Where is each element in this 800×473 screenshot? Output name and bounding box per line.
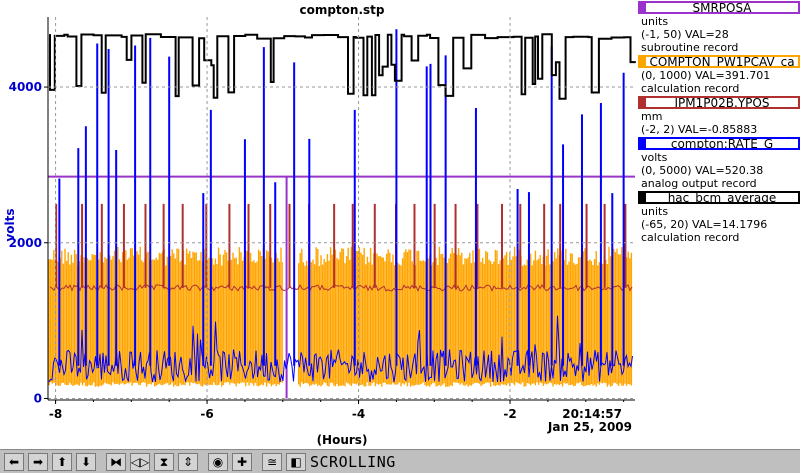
axes: -8 -6 -4 -2 0 2000 4000 bbox=[9, 17, 635, 421]
plot-area[interactable] bbox=[48, 17, 636, 400]
chart-title: compton.stp bbox=[299, 3, 384, 17]
legend-entry[interactable]: hac_bcm_average units (-65, 20) VAL=14.179… bbox=[638, 191, 800, 244]
scroll-down-button[interactable]: ⬇ bbox=[76, 452, 96, 471]
zoom-in-x-button[interactable]: ⧓ bbox=[106, 452, 126, 471]
legend-detail: (-2, 2) VAL=-0.85883 bbox=[641, 123, 758, 136]
arrow-right-icon: ➡ bbox=[32, 454, 44, 469]
legend-detail: units bbox=[641, 15, 669, 28]
legend-detail: (-1, 50) VAL=28 bbox=[641, 28, 729, 41]
zoom-in-y-button[interactable]: ⧗ bbox=[154, 452, 174, 471]
series-line-compton-pw1pcav bbox=[48, 246, 633, 387]
zoom-out-y-icon: ⇕ bbox=[182, 454, 194, 469]
scroll-up-button[interactable]: ⬆ bbox=[52, 452, 72, 471]
legend-detail: units bbox=[641, 205, 669, 218]
arrow-up-icon: ⬆ bbox=[56, 454, 68, 469]
toolbar: ⬅ ➡ ⬆ ⬇ ⧓ ◁▷ ⧗ ⇕ ◉ ✚ ≅ ◧ SCROLLING bbox=[0, 449, 800, 473]
legend-label[interactable]: hac_bcm_average bbox=[638, 191, 800, 204]
legend-entry[interactable]: IPM1P02B.YPOS mm (-2, 2) VAL=-0.85883 bbox=[638, 96, 800, 136]
back-button[interactable]: ◧ bbox=[286, 452, 306, 471]
stagger-icon: ≅ bbox=[266, 454, 278, 469]
zoom-out-x-icon: ◁▷ bbox=[130, 454, 150, 469]
x-tick-label: -4 bbox=[352, 407, 365, 421]
series-line-hac-bcm-average bbox=[49, 33, 636, 100]
legend-detail: subroutine record bbox=[641, 41, 739, 54]
stagger-button[interactable]: ≅ bbox=[262, 452, 282, 471]
x-tick-label: -6 bbox=[200, 407, 213, 421]
zoom-in-x-icon: ⧓ bbox=[110, 454, 122, 469]
y-tick-label: 0 bbox=[34, 391, 42, 405]
mode-label: SCROLLING bbox=[310, 452, 396, 471]
legend-detail: (-65, 20) VAL=14.1796 bbox=[641, 218, 768, 231]
x-axis-label: (Hours) bbox=[317, 433, 368, 447]
legend-detail: analog output record bbox=[641, 177, 757, 190]
auto-scale-icon: ◉ bbox=[212, 454, 224, 469]
arrow-down-icon: ⬇ bbox=[80, 454, 92, 469]
x-tick-label: -8 bbox=[49, 407, 62, 421]
legend-detail: (0, 5000) VAL=520.38 bbox=[641, 164, 764, 177]
scroll-left-button[interactable]: ⬅ bbox=[4, 452, 24, 471]
arrow-left-icon: ⬅ bbox=[8, 454, 20, 469]
y-axis-label: volts bbox=[3, 208, 17, 241]
series-line-ipm1p02b-ypos bbox=[49, 283, 633, 292]
scroll-right-button[interactable]: ➡ bbox=[28, 452, 48, 471]
y-tick-label: 4000 bbox=[9, 80, 42, 94]
timestamp-label: 20:14:57 bbox=[562, 407, 622, 421]
legend-detail: (0, 1000) VAL=391.701 bbox=[641, 69, 771, 82]
legend-entry[interactable]: compton:RATE_G volts (0, 5000) VAL=520.38 a… bbox=[638, 137, 800, 190]
date-label: Jan 25, 2009 bbox=[547, 420, 632, 434]
legend-detail: mm bbox=[641, 110, 663, 123]
legend-label[interactable]: COMPTON_PW1PCAV_ca bbox=[638, 55, 800, 68]
legend-label[interactable]: IPM1P02B.YPOS bbox=[638, 96, 800, 109]
back-icon: ◧ bbox=[290, 454, 302, 469]
legend-label[interactable]: compton:RATE_G bbox=[638, 137, 800, 150]
y-tick-label: 2000 bbox=[9, 236, 42, 250]
legend-detail: volts bbox=[641, 151, 668, 164]
plus-icon: ✚ bbox=[236, 454, 248, 469]
series-line-compton-rate-g bbox=[48, 315, 633, 383]
legend-label[interactable]: SMRPOSA bbox=[638, 1, 800, 14]
zoom-in-y-icon: ⧗ bbox=[159, 454, 169, 469]
zoom-out-y-button[interactable]: ⇕ bbox=[178, 452, 198, 471]
x-tick-label: -2 bbox=[503, 407, 516, 421]
legend-detail: calculation record bbox=[641, 231, 740, 244]
legend-entry[interactable]: COMPTON_PW1PCAV_ca (0, 1000) VAL=391.701 c… bbox=[638, 55, 800, 95]
zoom-out-x-button[interactable]: ◁▷ bbox=[130, 452, 150, 471]
legend-entry[interactable]: SMRPOSA units (-1, 50) VAL=28 subroutine re… bbox=[638, 1, 800, 54]
legend-detail: calculation record bbox=[641, 82, 740, 95]
strip-chart[interactable]: compton.stp volts -8 -6 -4 -2 0 2000 4000 (Hou… bbox=[0, 0, 800, 449]
auto-scale-button[interactable]: ◉ bbox=[208, 452, 228, 471]
add-button[interactable]: ✚ bbox=[232, 452, 252, 471]
legend: SMRPOSA units (-1, 50) VAL=28 subroutine re… bbox=[638, 0, 800, 244]
